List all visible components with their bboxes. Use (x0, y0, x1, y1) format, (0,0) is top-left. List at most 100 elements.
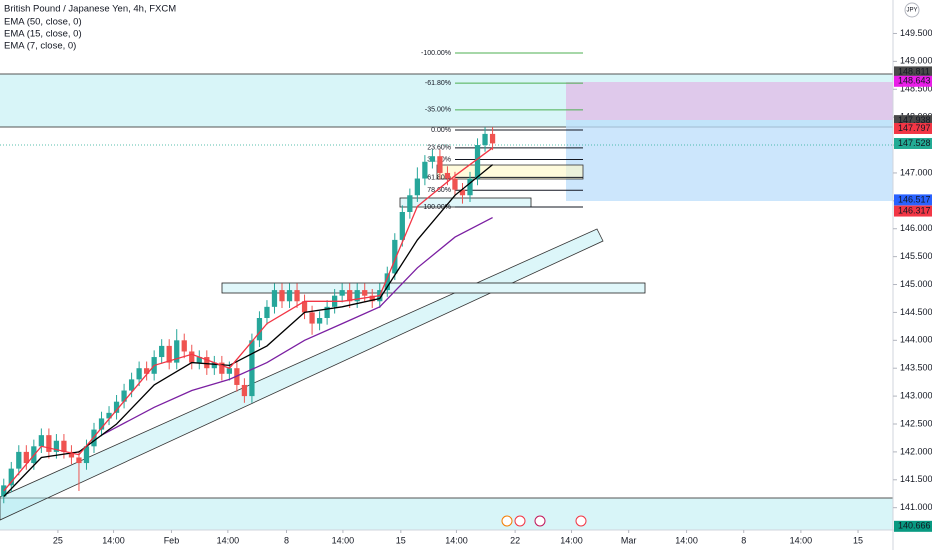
x-tick-label: 14:00 (102, 535, 125, 545)
candle-body (68, 451, 75, 458)
y-tick-label: 144.000 (900, 335, 932, 345)
event-icon[interactable] (575, 515, 587, 527)
price-label: 148.811 (898, 66, 930, 76)
candle-body (279, 290, 285, 302)
x-tick-label: 8 (284, 535, 289, 545)
candle-body (106, 412, 112, 419)
price-label-bg (894, 520, 932, 532)
candle-body (339, 290, 345, 296)
candle-body (452, 178, 458, 190)
price-label: 147.938 (898, 115, 931, 125)
candle-body (474, 145, 481, 179)
candle-body (369, 295, 375, 302)
legend: British Pound / Japanese Yen, 4h, FXCM (4, 4, 176, 15)
candle-body (324, 306, 330, 318)
candle-body (16, 451, 22, 469)
y-tick-label: 142.500 (900, 418, 932, 428)
candle-body (459, 189, 466, 196)
candle-body (83, 446, 90, 464)
y-tick-label: 149.500 (900, 28, 932, 38)
x-tick-label: 14:00 (217, 535, 240, 545)
price-label-bg (894, 115, 932, 127)
currency-label: JPY (906, 8, 917, 14)
candle-body (301, 301, 308, 313)
candle-body (249, 340, 255, 397)
x-tick-label: 14:00 (675, 535, 698, 545)
fib-label: 61.80% (427, 174, 451, 181)
y-tick-label: 145.000 (900, 279, 932, 289)
candle-body (347, 290, 353, 302)
y-tick-label: 141.500 (900, 474, 932, 484)
candle-body (211, 362, 217, 369)
trend-channel (0, 228, 604, 521)
candle-body (444, 172, 451, 179)
currency-badge[interactable] (904, 2, 920, 18)
y-tick-label: 148.500 (900, 84, 932, 94)
target-zone (566, 82, 893, 120)
price-label: 147.528 (898, 138, 931, 148)
candle-body (399, 212, 405, 240)
candle-body (136, 368, 142, 380)
fib-label: -61.80% (425, 80, 451, 87)
y-tick-label: 143.500 (900, 363, 932, 373)
fib-label: 0.00% (431, 127, 451, 134)
candle-body (241, 384, 248, 397)
candle-body (362, 290, 368, 296)
x-tick-label: Mar (621, 535, 637, 545)
price-label-bg (894, 122, 932, 134)
candle-body (437, 156, 443, 173)
candle-body (407, 195, 413, 212)
fib-label: -35.00% (425, 107, 451, 114)
candle-body (226, 368, 232, 374)
legend-entry: EMA (7, close, 0) (4, 41, 76, 52)
ema-line (101, 217, 493, 436)
candle-body (181, 340, 187, 352)
candle-body (384, 273, 390, 291)
price-label-bg (894, 194, 932, 206)
x-tick-label: 14:00 (790, 535, 813, 545)
price-label-bg (894, 205, 932, 217)
x-tick-label: 15 (853, 535, 863, 545)
legend-entry: EMA (15, close, 0) (4, 29, 82, 40)
candle-body (354, 290, 360, 302)
x-tick-label: 8 (741, 535, 746, 545)
event-icon[interactable] (501, 515, 513, 527)
x-tick-label: 22 (510, 535, 520, 545)
order-block (436, 164, 584, 180)
support-box (221, 282, 646, 294)
fib-label: 78.60% (427, 187, 451, 194)
candle-body (53, 440, 60, 452)
chart-title: British Pound / Japanese Yen, 4h, FXCM (4, 4, 176, 15)
legend-entry: EMA (50, close, 0) (4, 17, 82, 28)
candle-body (489, 133, 496, 144)
stop-zone (566, 120, 893, 201)
x-tick-label: 14:00 (332, 535, 355, 545)
event-icon[interactable] (514, 515, 526, 527)
candle-body (8, 468, 14, 486)
candle-body (429, 156, 436, 162)
candle-body (294, 290, 300, 302)
candle-body (159, 345, 165, 358)
candle-body (174, 340, 180, 363)
zone-box (0, 498, 893, 530)
candle-body (128, 379, 135, 391)
ema-line (3, 147, 493, 492)
event-icon[interactable] (534, 515, 546, 527)
y-tick-label: 145.500 (900, 251, 932, 261)
candle-body (144, 368, 150, 374)
candle-body (166, 345, 172, 363)
candle-body (482, 133, 488, 146)
x-tick-label: 14:00 (560, 535, 583, 545)
candle-body (271, 290, 278, 307)
event-icons (501, 515, 587, 527)
y-tick-label: 144.500 (900, 307, 932, 317)
candle-body (264, 306, 270, 318)
price-label: 147.797 (898, 123, 931, 133)
price-label: 140.666 (898, 521, 931, 531)
candle-body (189, 351, 195, 363)
y-tick-label: 146.000 (900, 223, 932, 233)
candle-body (414, 178, 420, 196)
y-tick-label: 147.000 (900, 167, 932, 177)
candle-body (467, 178, 473, 196)
